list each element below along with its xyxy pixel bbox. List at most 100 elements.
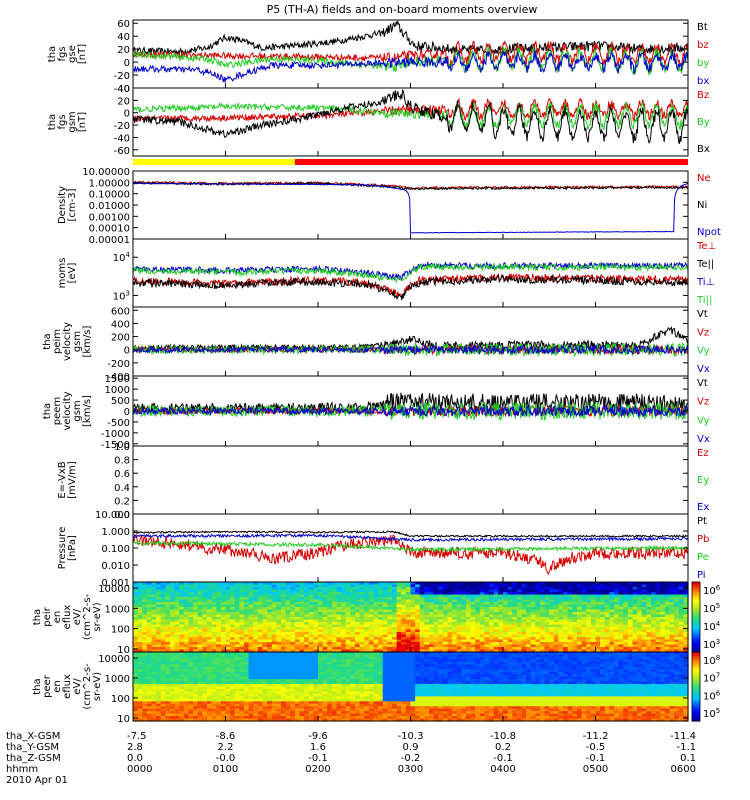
spectrogram-cell xyxy=(405,634,412,638)
spectrogram-cell xyxy=(364,607,370,611)
spectrogram-cell xyxy=(285,624,291,628)
spectrogram-cell xyxy=(271,622,277,626)
spectrogram-cell xyxy=(341,602,347,606)
spectrogram-cell xyxy=(470,589,476,593)
spectrogram-cell xyxy=(623,634,629,638)
spectrogram-cell xyxy=(489,612,495,616)
spectrogram-cell xyxy=(359,612,365,616)
spectrogram-cell xyxy=(609,644,615,648)
spectrogram-cell xyxy=(151,604,157,608)
spectrogram-cell xyxy=(285,679,291,683)
spectrogram-cell xyxy=(183,696,190,700)
spectrogram-cell xyxy=(313,659,319,663)
spectrogram-cell xyxy=(489,627,495,631)
spectrogram-cell xyxy=(262,649,268,653)
spectrogram-cell xyxy=(151,582,157,586)
spectrogram-peer-en-eflux xyxy=(133,652,689,722)
spectrogram-cell xyxy=(646,607,652,611)
spectrogram-cell xyxy=(540,609,546,613)
spectrogram-cell xyxy=(299,664,305,668)
spectrogram-cell xyxy=(516,594,523,598)
spectrogram-cell xyxy=(216,718,222,722)
spectrogram-cell xyxy=(137,679,143,683)
spectrogram-cell xyxy=(285,599,291,603)
spectrogram-cell xyxy=(526,599,532,603)
spectrogram-cell xyxy=(299,589,305,593)
spectrogram-cell xyxy=(590,649,597,653)
colorbar-tick-label: 104 xyxy=(703,620,721,633)
y-axis-label: velocity xyxy=(62,322,73,361)
y-tick-label: 20 xyxy=(117,96,130,107)
spectrogram-cell xyxy=(336,592,342,596)
spectrogram-cell xyxy=(516,612,523,616)
spectrogram-cell xyxy=(331,589,338,593)
spectrogram-cell xyxy=(248,661,254,665)
spectrogram-cell xyxy=(234,607,240,611)
spectrogram-cell xyxy=(558,589,564,593)
spectrogram-cell xyxy=(151,624,157,628)
spectrogram-cell xyxy=(304,701,310,705)
spectrogram-cell xyxy=(202,696,208,700)
spectrogram-cell xyxy=(563,644,569,648)
spectrogram-cell xyxy=(248,693,254,697)
spectrogram-cell xyxy=(627,644,634,648)
spectrogram-cell xyxy=(276,639,282,643)
spectrogram-cell xyxy=(211,684,217,688)
spectrogram-cell xyxy=(299,647,305,651)
spectrogram-cell xyxy=(188,644,194,648)
spectrogram-cell xyxy=(549,644,555,648)
spectrogram-cell xyxy=(540,629,546,633)
spectrogram-cell xyxy=(364,624,370,628)
spectrogram-cell xyxy=(521,627,527,631)
spectrogram-cell xyxy=(276,679,282,683)
spectrogram-cell xyxy=(193,587,199,591)
spectrogram-cell xyxy=(651,584,657,588)
spectrogram-cell xyxy=(535,644,541,648)
spectrogram-cell xyxy=(341,584,347,588)
spectrogram-cell xyxy=(188,652,194,656)
spectrogram-cell xyxy=(563,592,569,596)
spectrogram-cell xyxy=(151,584,157,588)
spectrogram-cell xyxy=(382,607,388,611)
spectrogram-cell xyxy=(655,649,661,653)
spectrogram-cell xyxy=(202,647,208,651)
spectrogram-cell xyxy=(660,587,666,591)
spectrogram-cell xyxy=(211,602,217,606)
spectrogram-cell xyxy=(327,664,333,668)
spectrogram-cell xyxy=(456,584,462,588)
spectrogram-cell xyxy=(493,624,499,628)
spectrogram-cell xyxy=(262,622,268,626)
spectrogram-cell xyxy=(271,659,277,663)
spectrogram-cell xyxy=(581,619,587,623)
spectrogram-cell xyxy=(193,622,199,626)
spectrogram-cell xyxy=(253,604,259,608)
spectrogram-cell xyxy=(429,637,435,641)
spectrogram-cell xyxy=(535,647,541,651)
spectrogram-cell xyxy=(678,639,684,643)
spectrogram-cell xyxy=(230,587,236,591)
spectrogram-cell xyxy=(188,622,194,626)
spectrogram-cell xyxy=(207,708,213,712)
spectrogram-cell xyxy=(234,698,240,702)
spectrogram-cell xyxy=(207,686,213,690)
spectrogram-cell xyxy=(368,599,375,603)
spectrogram-cell xyxy=(188,587,194,591)
spectrogram-cell xyxy=(244,609,250,613)
spectrogram-cell xyxy=(308,637,314,641)
spectrogram-cell xyxy=(604,587,610,591)
spectrogram-cell xyxy=(512,607,518,611)
spectrogram-cell xyxy=(160,691,166,695)
spectrogram-cell xyxy=(447,614,453,618)
spectrogram-cell xyxy=(262,664,268,668)
spectrogram-cell xyxy=(197,713,203,717)
spectrogram-cell xyxy=(424,614,430,618)
spectrogram-cell xyxy=(475,642,481,646)
spectrogram-cell xyxy=(627,649,634,653)
spectrogram-cell xyxy=(271,711,277,715)
spectrogram-cell xyxy=(285,642,291,646)
spectrogram-cell xyxy=(498,629,504,633)
spectrogram-cell xyxy=(267,676,273,680)
spectrogram-cell xyxy=(461,607,467,611)
spectrogram-cell xyxy=(452,619,458,623)
spectrogram-cell xyxy=(188,716,194,720)
